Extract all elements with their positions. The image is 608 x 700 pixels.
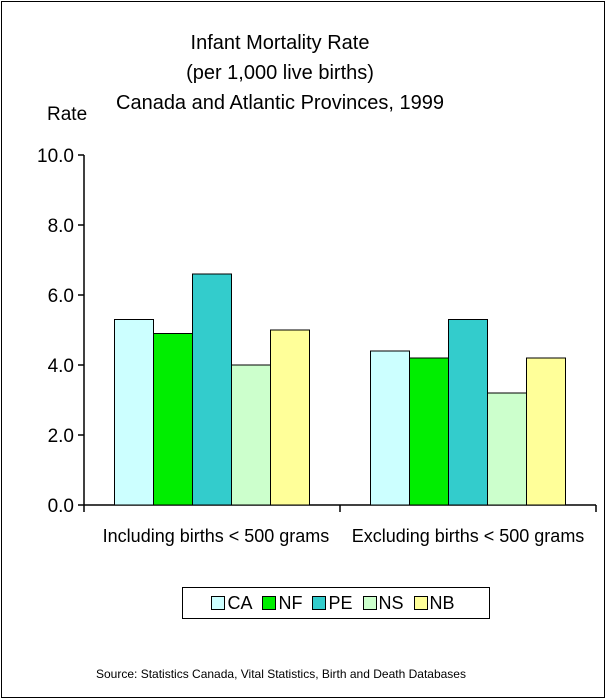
legend-label: CA bbox=[227, 592, 253, 613]
bar-nb bbox=[526, 357, 566, 506]
legend-label: NS bbox=[378, 592, 404, 613]
legend-item-ns: NS bbox=[362, 592, 404, 614]
chart-title-line-2: (per 1,000 live births) bbox=[186, 62, 374, 84]
category-label-including: Including births < 500 grams bbox=[102, 526, 330, 546]
legend-label: NB bbox=[429, 592, 455, 613]
y-axis-label: Rate bbox=[47, 104, 88, 125]
y-tick-label: 4.0 bbox=[48, 356, 74, 377]
y-tick-label: 8.0 bbox=[48, 216, 74, 237]
legend-item-ca: CA bbox=[211, 593, 252, 614]
legend-swatch bbox=[312, 596, 327, 610]
y-tick-label: 6.0 bbox=[48, 286, 74, 307]
legend-label: PE bbox=[328, 592, 353, 613]
legend-swatch bbox=[413, 596, 428, 610]
legend-item-nb: NB bbox=[413, 592, 455, 614]
source-note: Source: Statistics Canada, Vital Statist… bbox=[96, 667, 466, 681]
bar-ns bbox=[231, 364, 271, 506]
legend-swatch bbox=[211, 596, 226, 610]
bar-ca bbox=[114, 319, 154, 506]
category-label-excluding: Excluding births < 500 grams bbox=[351, 526, 585, 546]
legend-item-nf: NF bbox=[262, 593, 302, 614]
legend-item-pe: PE bbox=[312, 592, 353, 614]
bar-nf bbox=[409, 357, 449, 506]
legend: CA NF PE NS NB bbox=[182, 587, 490, 619]
bar-ca bbox=[370, 350, 410, 506]
legend-swatch bbox=[262, 596, 277, 610]
y-tick-label: 10.0 bbox=[37, 146, 74, 167]
bar-pe bbox=[448, 319, 488, 506]
y-tick-label: 0.0 bbox=[48, 496, 74, 517]
bar-nb bbox=[270, 329, 310, 506]
y-tick-label: 2.0 bbox=[48, 426, 74, 447]
legend-swatch bbox=[362, 596, 377, 610]
legend-label: NF bbox=[278, 592, 303, 613]
chart-title-line-1: Infant Mortality Rate bbox=[190, 32, 370, 54]
bar-nf bbox=[153, 333, 193, 506]
chart-title-line-3: Canada and Atlantic Provinces, 1999 bbox=[116, 92, 444, 114]
bar-pe bbox=[192, 273, 232, 506]
bar-ns bbox=[487, 392, 527, 506]
